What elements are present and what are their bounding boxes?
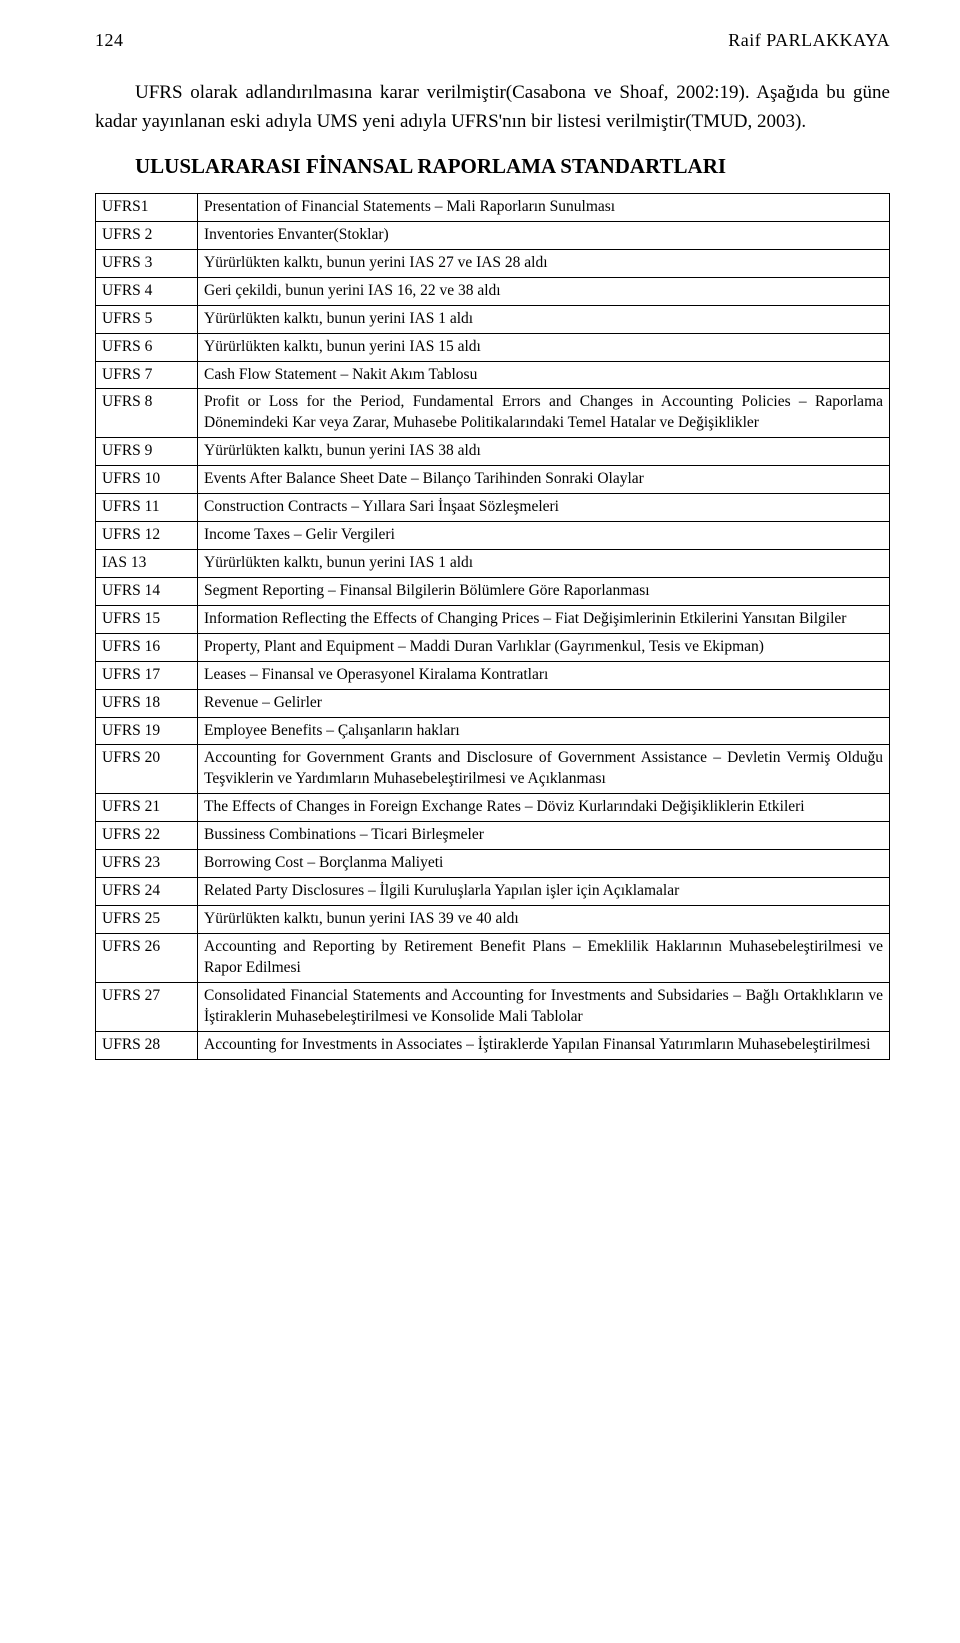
standard-code: UFRS 28 [96, 1031, 198, 1059]
table-row: UFRS 8Profit or Loss for the Period, Fun… [96, 389, 890, 438]
standard-description: Yürürlükten kalktı, bunun yerini IAS 1 a… [198, 549, 890, 577]
standard-code: UFRS 18 [96, 689, 198, 717]
page-number: 124 [95, 30, 124, 51]
table-row: UFRS 6Yürürlükten kalktı, bunun yerini I… [96, 333, 890, 361]
table-row: UFRS 9Yürürlükten kalktı, bunun yerini I… [96, 438, 890, 466]
table-row: UFRS 14Segment Reporting – Finansal Bilg… [96, 577, 890, 605]
standard-description: Presentation of Financial Statements – M… [198, 194, 890, 222]
standards-table-body: UFRS1Presentation of Financial Statement… [96, 194, 890, 1060]
table-row: UFRS 12Income Taxes – Gelir Vergileri [96, 522, 890, 550]
standard-description: Segment Reporting – Finansal Bilgilerin … [198, 577, 890, 605]
standard-code: UFRS 23 [96, 850, 198, 878]
table-row: UFRS 27Consolidated Financial Statements… [96, 982, 890, 1031]
standard-code: UFRS 27 [96, 982, 198, 1031]
table-row: UFRS 20Accounting for Government Grants … [96, 745, 890, 794]
table-row: UFRS 26Accounting and Reporting by Retir… [96, 933, 890, 982]
standard-code: UFRS 20 [96, 745, 198, 794]
standard-description: Income Taxes – Gelir Vergileri [198, 522, 890, 550]
table-row: UFRS 7Cash Flow Statement – Nakit Akım T… [96, 361, 890, 389]
standard-description: Property, Plant and Equipment – Maddi Du… [198, 633, 890, 661]
standard-description: Employee Benefits – Çalışanların hakları [198, 717, 890, 745]
standard-code: UFRS 2 [96, 221, 198, 249]
standard-description: Yürürlükten kalktı, bunun yerini IAS 39 … [198, 905, 890, 933]
table-row: UFRS 28Accounting for Investments in Ass… [96, 1031, 890, 1059]
standard-description: Borrowing Cost – Borçlanma Maliyeti [198, 850, 890, 878]
standard-description: Yürürlükten kalktı, bunun yerini IAS 15 … [198, 333, 890, 361]
table-row: UFRS 25Yürürlükten kalktı, bunun yerini … [96, 905, 890, 933]
standard-description: Events After Balance Sheet Date – Bilanç… [198, 466, 890, 494]
standard-code: UFRS 19 [96, 717, 198, 745]
standard-description: Leases – Finansal ve Operasyonel Kiralam… [198, 661, 890, 689]
standard-description: Consolidated Financial Statements and Ac… [198, 982, 890, 1031]
table-row: UFRS 16Property, Plant and Equipment – M… [96, 633, 890, 661]
standard-code: UFRS 11 [96, 494, 198, 522]
standard-code: UFRS 10 [96, 466, 198, 494]
standard-description: Profit or Loss for the Period, Fundament… [198, 389, 890, 438]
table-row: UFRS 24Related Party Disclosures – İlgil… [96, 878, 890, 906]
standard-code: UFRS 8 [96, 389, 198, 438]
table-row: UFRS 4Geri çekildi, bunun yerini IAS 16,… [96, 277, 890, 305]
standard-description: Bussiness Combinations – Ticari Birleşme… [198, 822, 890, 850]
table-row: UFRS 11Construction Contracts – Yıllara … [96, 494, 890, 522]
table-row: UFRS 19Employee Benefits – Çalışanların … [96, 717, 890, 745]
standards-table: UFRS1Presentation of Financial Statement… [95, 193, 890, 1060]
section-title: ULUSLARARASI FİNANSAL RAPORLAMA STANDART… [95, 154, 890, 179]
standard-code: UFRS 3 [96, 249, 198, 277]
standard-code: UFRS 14 [96, 577, 198, 605]
standard-code: UFRS 5 [96, 305, 198, 333]
standard-code: UFRS 17 [96, 661, 198, 689]
standard-description: Yürürlükten kalktı, bunun yerini IAS 1 a… [198, 305, 890, 333]
standard-code: UFRS 4 [96, 277, 198, 305]
table-row: UFRS 3Yürürlükten kalktı, bunun yerini I… [96, 249, 890, 277]
standard-description: Cash Flow Statement – Nakit Akım Tablosu [198, 361, 890, 389]
table-row: UFRS 21The Effects of Changes in Foreign… [96, 794, 890, 822]
standard-code: UFRS 9 [96, 438, 198, 466]
standard-code: UFRS 16 [96, 633, 198, 661]
standard-code: UFRS 24 [96, 878, 198, 906]
table-row: UFRS 15Information Reflecting the Effect… [96, 605, 890, 633]
standard-description: Geri çekildi, bunun yerini IAS 16, 22 ve… [198, 277, 890, 305]
author-name: Raif PARLAKKAYA [728, 30, 890, 51]
standard-description: Revenue – Gelirler [198, 689, 890, 717]
table-row: UFRS1Presentation of Financial Statement… [96, 194, 890, 222]
standard-description: Related Party Disclosures – İlgili Kurul… [198, 878, 890, 906]
page: 124 Raif PARLAKKAYA UFRS olarak adlandır… [0, 0, 960, 1100]
table-row: UFRS 23Borrowing Cost – Borçlanma Maliye… [96, 850, 890, 878]
table-row: UFRS 17Leases – Finansal ve Operasyonel … [96, 661, 890, 689]
standard-code: IAS 13 [96, 549, 198, 577]
standard-code: UFRS1 [96, 194, 198, 222]
table-row: UFRS 10Events After Balance Sheet Date –… [96, 466, 890, 494]
standard-description: The Effects of Changes in Foreign Exchan… [198, 794, 890, 822]
table-row: IAS 13Yürürlükten kalktı, bunun yerini I… [96, 549, 890, 577]
standard-code: UFRS 6 [96, 333, 198, 361]
standard-code: UFRS 15 [96, 605, 198, 633]
standard-code: UFRS 25 [96, 905, 198, 933]
standard-code: UFRS 22 [96, 822, 198, 850]
standard-code: UFRS 7 [96, 361, 198, 389]
standard-description: Accounting for Investments in Associates… [198, 1031, 890, 1059]
table-row: UFRS 5Yürürlükten kalktı, bunun yerini I… [96, 305, 890, 333]
table-row: UFRS 2Inventories Envanter(Stoklar) [96, 221, 890, 249]
standard-description: Construction Contracts – Yıllara Sari İn… [198, 494, 890, 522]
standard-description: Yürürlükten kalktı, bunun yerini IAS 27 … [198, 249, 890, 277]
standard-code: UFRS 21 [96, 794, 198, 822]
page-header: 124 Raif PARLAKKAYA [95, 30, 890, 51]
table-row: UFRS 22Bussiness Combinations – Ticari B… [96, 822, 890, 850]
standard-description: Information Reflecting the Effects of Ch… [198, 605, 890, 633]
standard-description: Accounting and Reporting by Retirement B… [198, 933, 890, 982]
standard-description: Inventories Envanter(Stoklar) [198, 221, 890, 249]
standard-code: UFRS 12 [96, 522, 198, 550]
standard-description: Yürürlükten kalktı, bunun yerini IAS 38 … [198, 438, 890, 466]
intro-paragraph: UFRS olarak adlandırılmasına karar veril… [95, 79, 890, 136]
standard-code: UFRS 26 [96, 933, 198, 982]
table-row: UFRS 18Revenue – Gelirler [96, 689, 890, 717]
standard-description: Accounting for Government Grants and Dis… [198, 745, 890, 794]
